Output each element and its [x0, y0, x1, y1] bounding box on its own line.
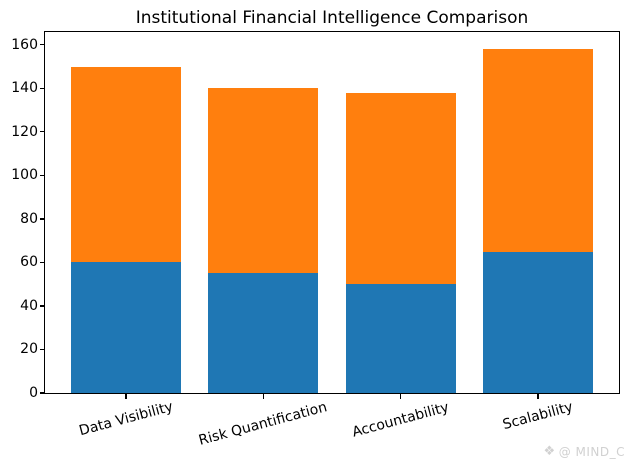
- chart-title: Institutional Financial Intelligence Com…: [135, 8, 529, 28]
- y-tick-label: 60: [20, 254, 38, 271]
- x-tick-label: Data Visibility: [76, 399, 175, 440]
- y-tick-label: 140: [11, 80, 38, 97]
- bar-segment-series-1: [208, 273, 319, 393]
- y-tick-label: 160: [11, 36, 38, 53]
- x-tick-mark: [262, 394, 264, 399]
- x-tick-label: Risk Quantification: [197, 398, 330, 449]
- y-tick-mark: [40, 305, 45, 307]
- bar-segment-series-2: [208, 88, 319, 274]
- y-tick-mark: [40, 261, 45, 264]
- x-tick-mark: [125, 394, 127, 399]
- y-tick-mark: [40, 44, 45, 46]
- watermark: ❖ @ MIND_C: [544, 444, 625, 460]
- x-tick-mark: [537, 394, 539, 399]
- x-tick-mark: [400, 394, 402, 399]
- bar-segment-series-1: [345, 284, 456, 393]
- bar-segment-series-1: [71, 262, 181, 393]
- bar-segment-series-2: [71, 66, 181, 263]
- y-tick-label: 100: [11, 167, 38, 184]
- y-tick-mark: [40, 131, 45, 133]
- x-tick-label: Accountability: [350, 398, 451, 441]
- y-tick-label: 120: [11, 123, 38, 140]
- ornament-diamond-icon: ❖: [543, 444, 556, 459]
- y-tick-mark: [40, 348, 45, 351]
- y-tick-mark: [40, 174, 45, 176]
- y-tick-label: 0: [29, 385, 38, 401]
- y-tick-label: 40: [20, 297, 38, 314]
- y-tick-label: 80: [20, 210, 38, 227]
- watermark-text: @ MIND_C: [558, 445, 625, 459]
- y-tick-label: 20: [20, 341, 38, 358]
- x-tick-label: Scalability: [500, 398, 575, 434]
- y-tick-mark: [40, 87, 45, 89]
- y-tick-mark: [40, 218, 45, 220]
- bar-segment-series-2: [483, 49, 593, 252]
- bar-segment-series-1: [483, 251, 593, 393]
- y-tick-mark: [40, 392, 45, 394]
- bar-segment-series-2: [345, 92, 456, 285]
